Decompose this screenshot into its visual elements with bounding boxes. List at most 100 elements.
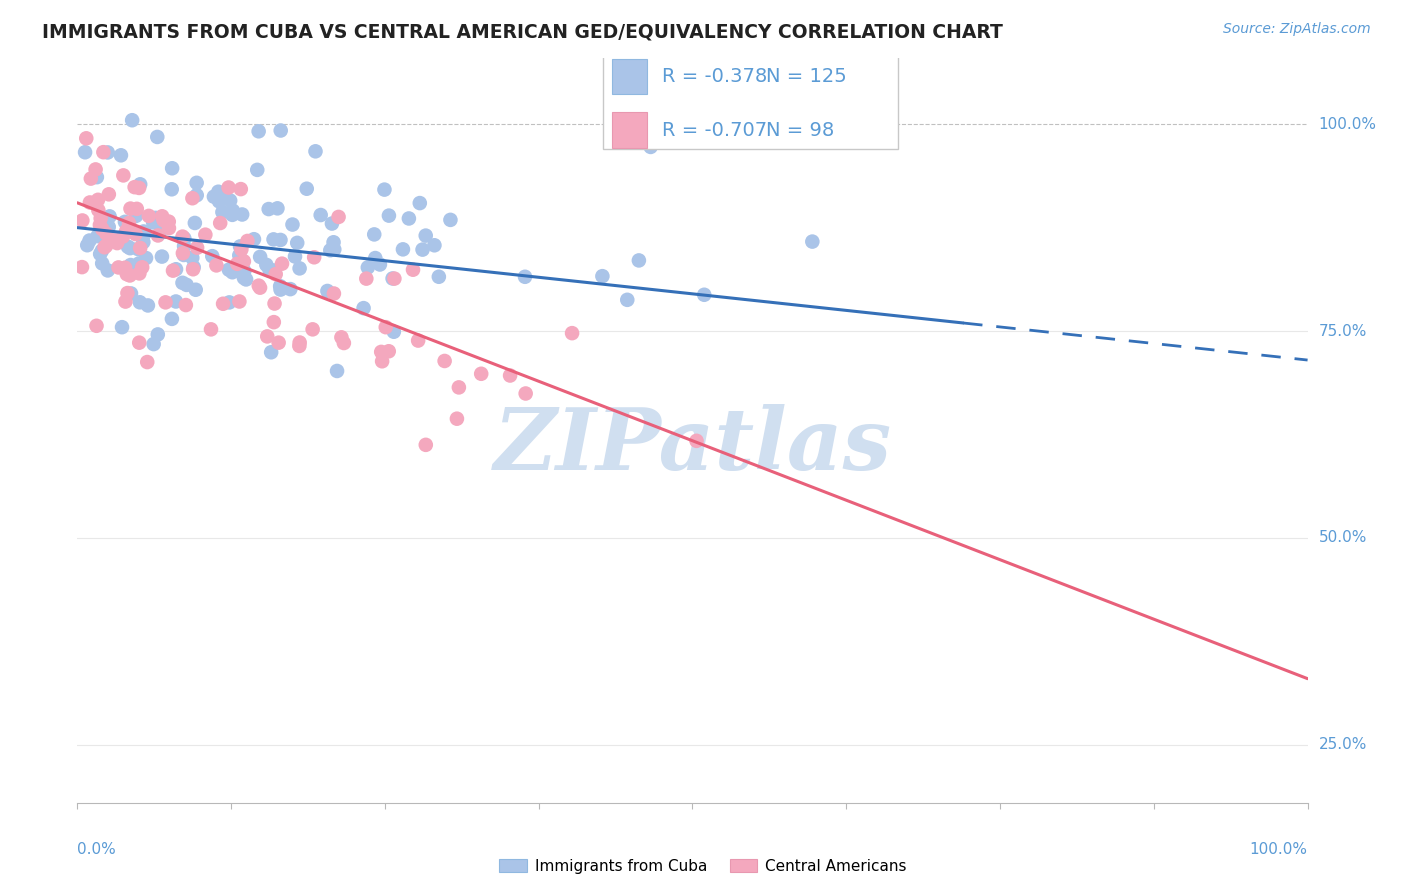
Point: [384, 271, 406, 285]
Text: R = -0.378: R = -0.378: [662, 67, 766, 87]
Point: [363, 227, 385, 242]
Point: [186, 188, 208, 202]
Point: [107, 260, 129, 275]
Text: R = -0.707: R = -0.707: [662, 120, 766, 140]
Point: [138, 209, 160, 223]
Point: [211, 186, 233, 201]
Point: [134, 227, 156, 241]
Point: [356, 271, 378, 285]
Point: [499, 368, 522, 383]
Point: [97, 145, 120, 160]
Point: [97, 219, 120, 234]
Point: [262, 263, 284, 277]
Point: [186, 241, 208, 255]
Point: [97, 187, 120, 202]
Point: [125, 202, 148, 216]
FancyBboxPatch shape: [613, 112, 647, 148]
Point: [378, 209, 401, 223]
Point: [207, 185, 229, 199]
Point: [128, 267, 150, 281]
Point: [295, 182, 318, 196]
Point: [415, 438, 437, 452]
Point: [120, 202, 142, 216]
Point: [165, 294, 187, 309]
Point: [128, 256, 150, 270]
Point: [209, 216, 232, 230]
Point: [115, 267, 138, 281]
Point: [322, 286, 344, 301]
Point: [93, 240, 115, 254]
Point: [118, 216, 141, 230]
Point: [165, 262, 187, 277]
Point: [222, 203, 245, 218]
Point: [160, 161, 183, 176]
Point: [201, 249, 224, 263]
Point: [87, 203, 110, 218]
Point: [135, 251, 157, 265]
Point: [263, 232, 285, 246]
Point: [353, 301, 375, 315]
Point: [129, 241, 152, 255]
Text: N = 98: N = 98: [766, 120, 835, 140]
Point: [146, 327, 169, 342]
Point: [202, 190, 225, 204]
Point: [412, 243, 434, 257]
Point: [627, 253, 650, 268]
Point: [105, 236, 128, 251]
Text: IMMIGRANTS FROM CUBA VS CENTRAL AMERICAN GED/EQUIVALENCY CORRELATION CHART: IMMIGRANTS FROM CUBA VS CENTRAL AMERICAN…: [42, 22, 1002, 41]
Point: [370, 345, 392, 359]
Point: [125, 209, 148, 223]
Point: [184, 283, 207, 297]
Point: [515, 386, 537, 401]
Point: [243, 232, 266, 246]
Point: [136, 298, 159, 312]
Point: [118, 268, 141, 283]
Point: [427, 269, 450, 284]
Point: [316, 284, 339, 298]
Point: [409, 196, 432, 211]
Point: [266, 202, 288, 216]
Point: [115, 224, 138, 238]
Point: [70, 260, 93, 274]
Point: [257, 202, 280, 216]
Point: [231, 243, 253, 257]
Point: [142, 337, 165, 351]
Point: [323, 243, 346, 257]
Point: [236, 234, 259, 248]
Point: [319, 244, 342, 258]
Point: [120, 286, 142, 301]
Point: [173, 248, 195, 262]
Point: [117, 286, 139, 301]
Point: [415, 228, 437, 243]
Point: [280, 282, 302, 296]
Point: [128, 335, 150, 350]
Point: [145, 211, 167, 225]
Point: [72, 213, 94, 227]
Point: [229, 239, 252, 253]
Point: [208, 194, 231, 209]
Point: [136, 355, 159, 369]
Point: [229, 182, 252, 196]
Point: [112, 169, 135, 183]
Point: [326, 364, 349, 378]
Point: [392, 243, 415, 257]
Point: [470, 367, 492, 381]
Point: [281, 218, 304, 232]
Text: 25.0%: 25.0%: [1319, 738, 1367, 752]
Point: [228, 248, 250, 262]
Point: [110, 148, 132, 162]
Legend: Immigrants from Cuba, Central Americans: Immigrants from Cuba, Central Americans: [494, 853, 912, 880]
FancyBboxPatch shape: [603, 30, 898, 149]
Point: [205, 259, 228, 273]
Point: [160, 311, 183, 326]
Point: [368, 258, 391, 272]
Text: 50.0%: 50.0%: [1319, 531, 1367, 546]
Point: [333, 336, 356, 351]
Point: [200, 322, 222, 336]
Point: [172, 276, 194, 290]
Point: [124, 180, 146, 194]
Point: [181, 191, 204, 205]
FancyBboxPatch shape: [613, 59, 647, 95]
Point: [114, 215, 136, 229]
Text: 75.0%: 75.0%: [1319, 324, 1367, 339]
